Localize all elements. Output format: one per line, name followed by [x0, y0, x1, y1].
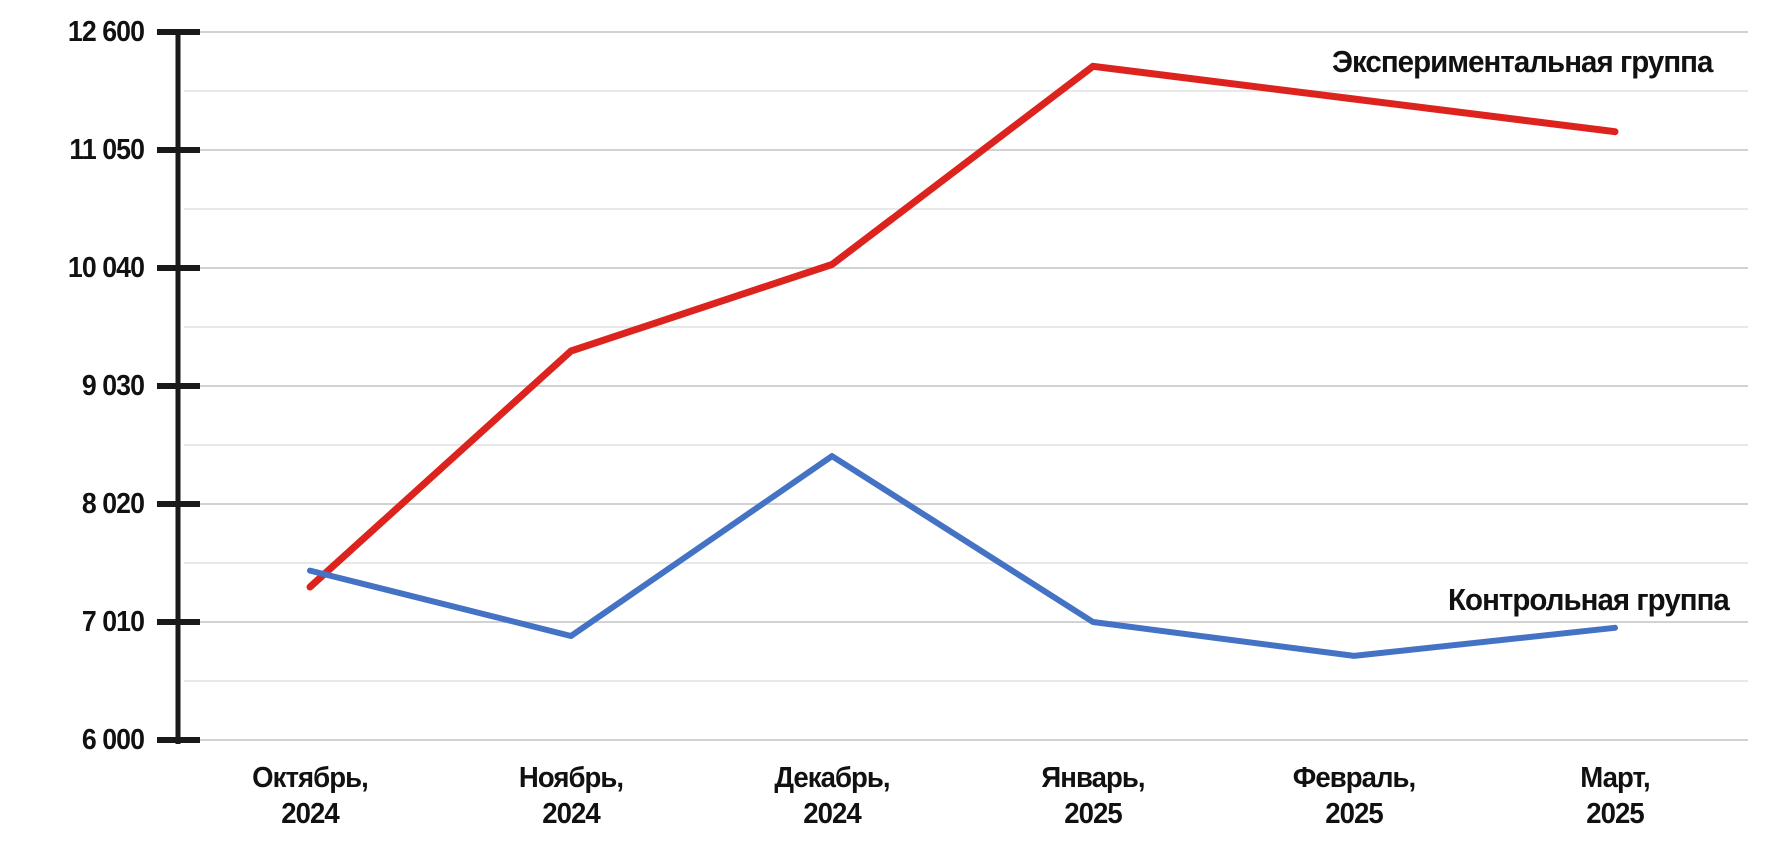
y-axis-tick-label: 10 040: [67, 252, 145, 284]
y-axis-tick-label: 8 020: [81, 488, 145, 520]
series-label-control: Контрольная группа: [1448, 582, 1730, 617]
y-axis-tick-label: 9 030: [81, 370, 145, 402]
x-axis-tick-label: Октябрь, 2024: [252, 762, 369, 830]
series-line-control: [307, 453, 1618, 659]
y-axis-tick-label: 11 050: [69, 134, 145, 166]
x-axis-tick-label: Декабрь, 2024: [774, 762, 890, 830]
y-axis-tick-label: 12 600: [67, 16, 145, 48]
x-axis-tick-label: Ноябрь, 2024: [518, 762, 624, 830]
x-axis-tick-label: Январь, 2025: [1041, 762, 1145, 830]
y-axis-tick-label: 7 010: [81, 606, 145, 638]
x-axis-tick-label: Февраль, 2025: [1292, 762, 1416, 830]
y-axis-tick-label: 6 000: [81, 724, 145, 756]
series-line-experimental: [306, 62, 1619, 591]
series-label-experimental: Экспериментальная группа: [1332, 44, 1713, 79]
x-axis-tick-label: Март, 2025: [1580, 762, 1650, 830]
